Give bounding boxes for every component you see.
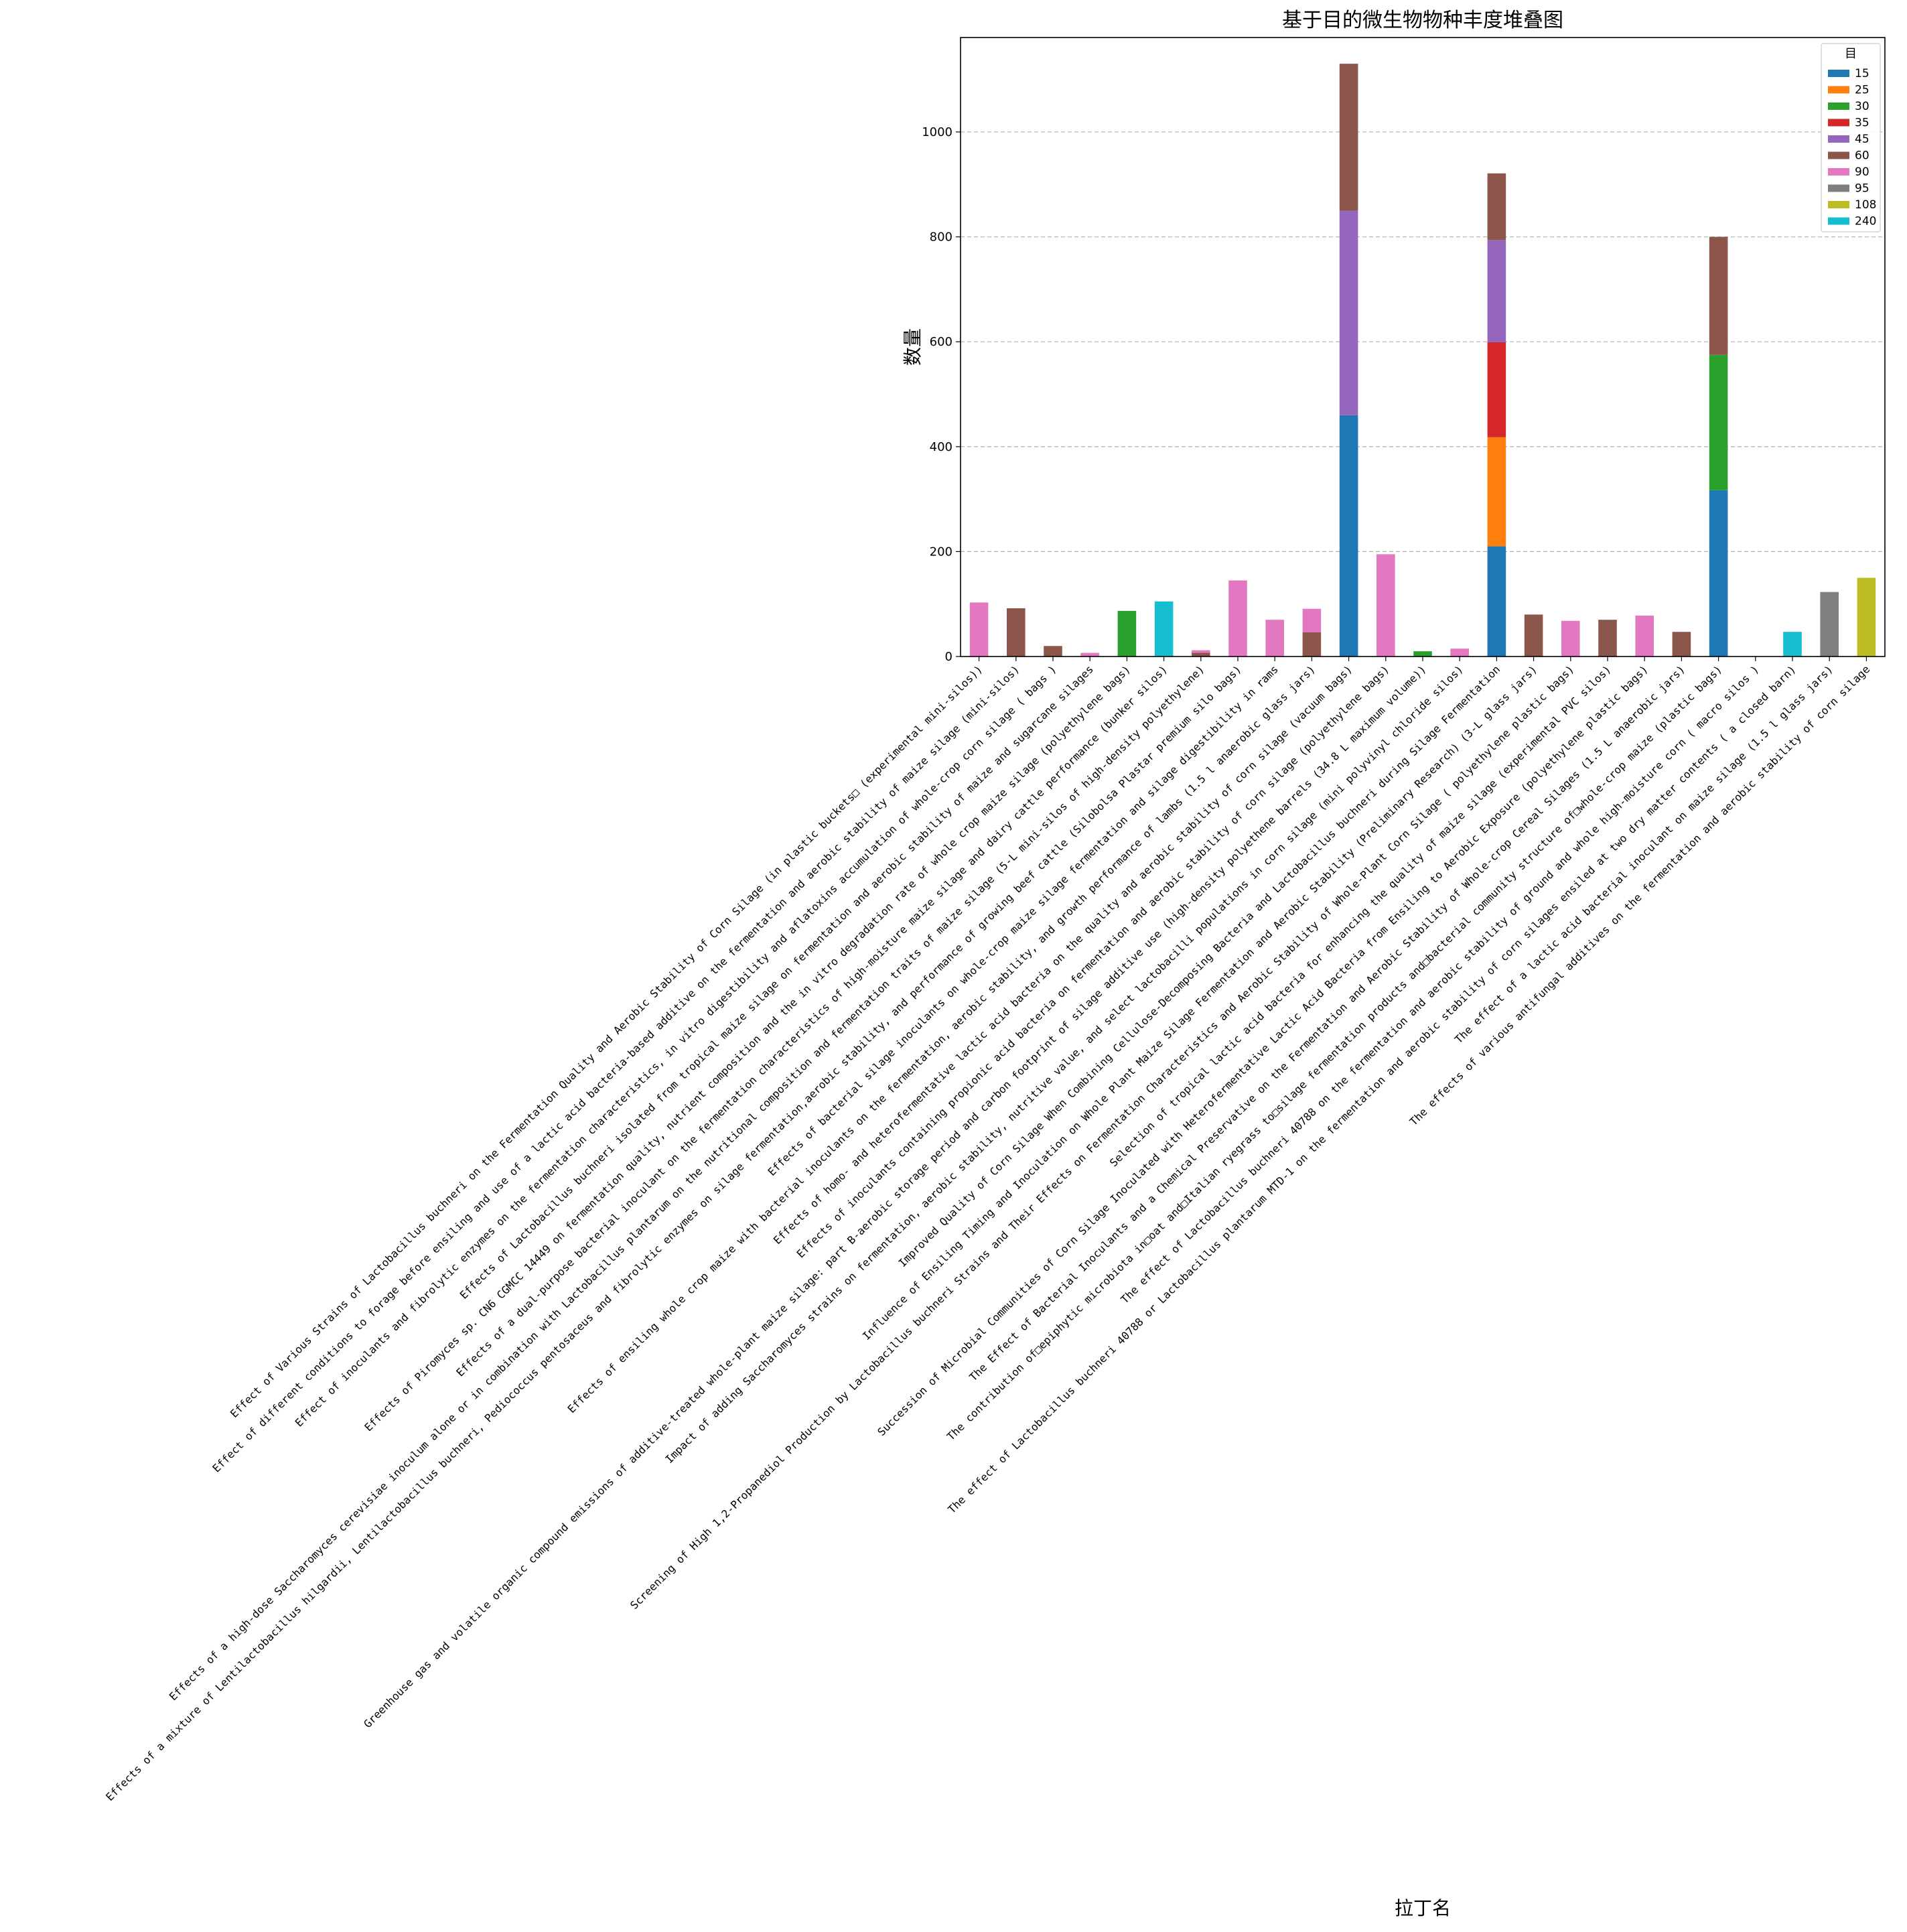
bar-segment <box>969 602 989 657</box>
bar-segment <box>1376 554 1395 657</box>
bar-segment <box>1598 620 1617 657</box>
legend-swatch <box>1828 102 1849 110</box>
bar-segment <box>1302 632 1322 657</box>
y-tick-label: 200 <box>930 545 952 559</box>
legend-label: 95 <box>1855 182 1869 196</box>
bar-segment <box>1487 546 1506 657</box>
y-axis-label: 数量 <box>902 328 924 366</box>
legend-swatch <box>1828 168 1849 176</box>
bar-segment <box>1783 632 1802 657</box>
legend-swatch <box>1828 70 1849 77</box>
y-tick-label: 400 <box>930 440 952 454</box>
bar-segment <box>1672 632 1691 657</box>
legend-label: 60 <box>1855 149 1869 163</box>
legend-swatch <box>1828 184 1849 192</box>
legend-label: 45 <box>1855 133 1869 146</box>
bar-segment <box>1524 614 1543 657</box>
bar-segment <box>1192 650 1210 653</box>
bar-segment <box>1228 580 1247 657</box>
bars <box>969 64 1876 657</box>
y-tick-label: 0 <box>945 650 952 664</box>
bar-segment <box>1709 354 1728 490</box>
legend-swatch <box>1828 151 1849 159</box>
y-tick-label: 600 <box>930 335 952 349</box>
legend-swatch <box>1828 135 1849 143</box>
bar-segment <box>1192 652 1210 657</box>
bar-segment <box>1487 342 1506 437</box>
legend-label: 35 <box>1855 117 1869 130</box>
bar-segment <box>1302 608 1322 632</box>
bar-segment <box>1857 577 1876 657</box>
bar-segment <box>1154 601 1174 657</box>
chart-title: 基于目的微生物物种丰度堆叠图 <box>1282 9 1563 32</box>
bar-segment <box>1339 64 1358 211</box>
legend-swatch <box>1828 86 1849 94</box>
legend-label: 30 <box>1855 100 1869 113</box>
bar-segment <box>1007 608 1026 657</box>
y-tick-label: 800 <box>930 230 952 245</box>
bar-segment <box>1709 236 1728 355</box>
legend-title: 目 <box>1845 47 1857 61</box>
bar-segment <box>1450 648 1469 657</box>
bar-segment <box>1820 592 1839 657</box>
legend-swatch <box>1828 201 1849 208</box>
bar-segment <box>1080 652 1099 657</box>
legend-label: 90 <box>1855 165 1869 179</box>
legend-label: 25 <box>1855 84 1869 97</box>
grid-lines <box>961 131 1885 552</box>
legend-swatch <box>1828 119 1849 127</box>
legend-label: 108 <box>1855 198 1876 212</box>
legend-label: 240 <box>1855 215 1876 228</box>
bar-segment <box>1044 646 1062 657</box>
bar-segment <box>1561 620 1580 657</box>
x-axis-label: 拉丁名 <box>1395 1897 1451 1919</box>
bar-segment <box>1635 615 1654 657</box>
bar-segment <box>1117 610 1137 657</box>
legend: 目 15 25 30 35 45 60 90 95 108 240 <box>1821 43 1881 232</box>
y-tick-label: 1000 <box>922 125 952 139</box>
bar-segment <box>1487 173 1506 240</box>
bar-segment <box>1487 240 1506 342</box>
y-axis: 0 200 400 600 800 1000 <box>922 125 961 664</box>
bar-segment <box>1487 437 1506 547</box>
bar-segment <box>1709 490 1728 657</box>
bar-segment <box>1413 651 1432 657</box>
bar-segment <box>1339 210 1358 415</box>
bar-segment <box>1265 620 1284 657</box>
bar-segment <box>1339 415 1358 657</box>
legend-swatch <box>1828 217 1849 225</box>
legend-label: 15 <box>1855 67 1869 80</box>
